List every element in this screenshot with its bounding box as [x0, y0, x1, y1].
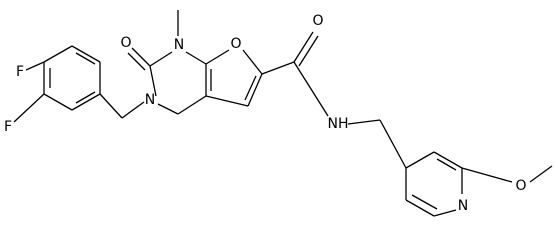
atom-label: N: [145, 92, 155, 108]
atom-label: N: [458, 198, 468, 214]
atom-label: O: [230, 36, 241, 52]
bonds: [13, 10, 553, 217]
atom-label: F: [16, 64, 24, 80]
atom-label: O: [515, 178, 526, 194]
atom-label: O: [120, 35, 131, 51]
atom-label: NH: [328, 116, 349, 132]
molecule: F F O N N O O NH N O: [4, 10, 553, 217]
atom-label: O: [312, 13, 323, 29]
atom-labels: F F O N N O O NH N O: [4, 13, 527, 214]
atom-label: F: [4, 119, 12, 135]
atom-label: N: [174, 37, 184, 53]
